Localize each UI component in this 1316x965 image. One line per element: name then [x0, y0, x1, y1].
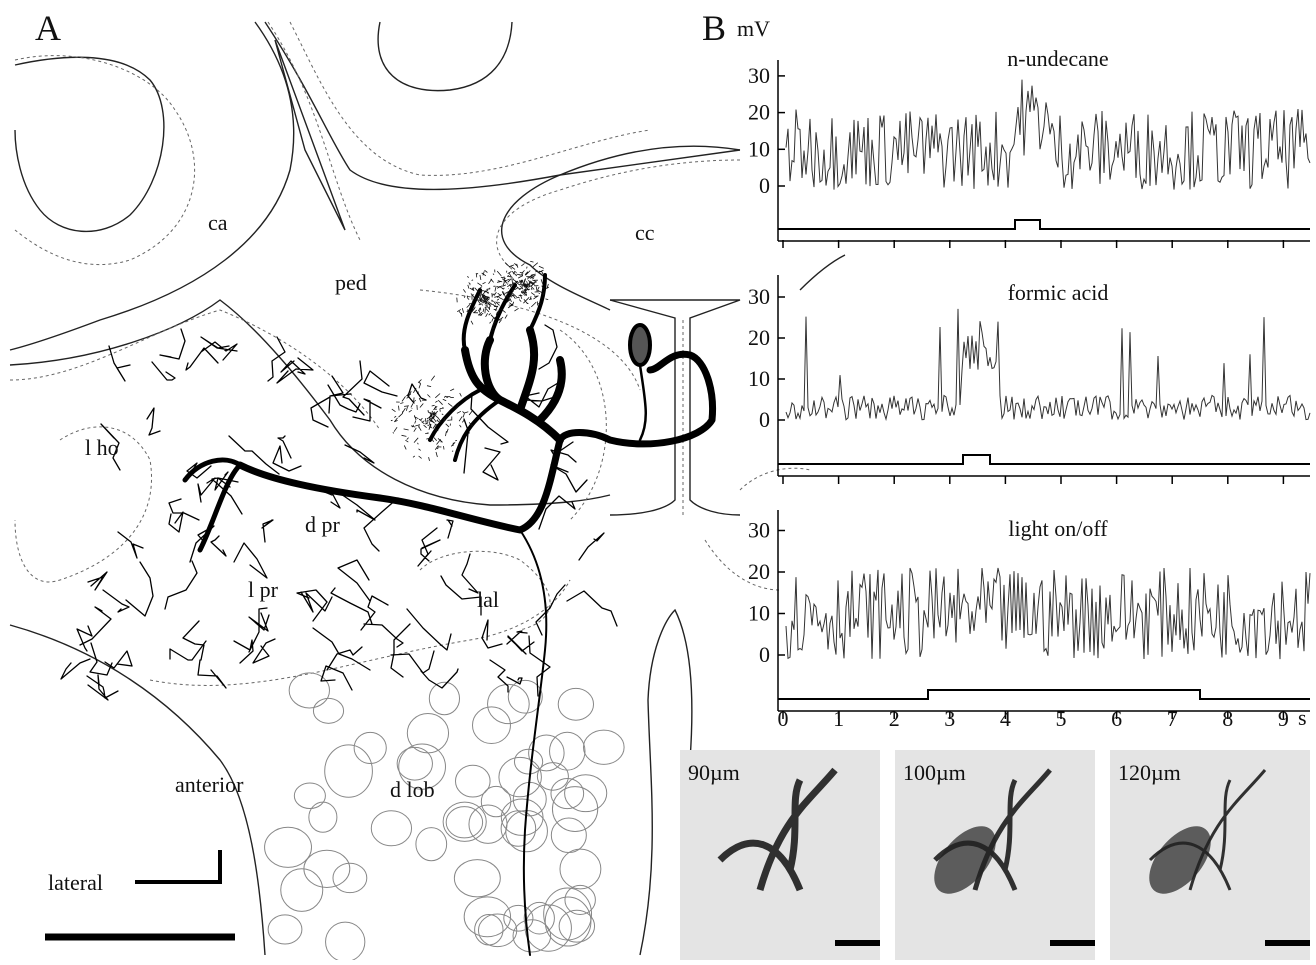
y-tick-label: 0	[759, 173, 770, 198]
y-tick-label: 20	[748, 325, 770, 350]
membrane-trace	[786, 568, 1310, 659]
axis-unit: s	[1298, 705, 1307, 730]
soma	[630, 325, 650, 365]
y-tick-label: 0	[759, 642, 770, 667]
page: {"panel_a":{"label":"A","regions":["ca",…	[0, 0, 1316, 960]
stimulus-label: n-undecane	[1007, 46, 1108, 71]
glomerulus	[265, 827, 312, 867]
glomerulus	[499, 757, 542, 796]
glomerulus	[371, 811, 411, 846]
section-depth: 120µm	[1118, 760, 1181, 785]
section-depth: 100µm	[903, 760, 966, 785]
x-tick-label: 8	[1222, 706, 1233, 731]
glomerulus	[472, 707, 510, 744]
glomerulus	[281, 869, 323, 912]
stimulus-label: formic acid	[1008, 280, 1109, 305]
glomerulus	[551, 818, 586, 853]
glomerulus	[454, 860, 500, 897]
y-tick-label: 30	[748, 63, 770, 88]
glomeruli	[265, 673, 625, 960]
glomerulus	[565, 775, 607, 812]
glomerulus	[545, 897, 591, 946]
glomerulus	[560, 849, 601, 889]
glomerulus	[326, 922, 365, 960]
region-label: lal	[477, 587, 499, 612]
x-tick-label: 7	[1167, 706, 1178, 731]
stimulus-label: light on/off	[1008, 516, 1108, 541]
glomerulus	[481, 786, 511, 816]
stimulus-trace	[778, 455, 1310, 464]
neuron	[61, 275, 713, 955]
region-label: ca	[208, 210, 228, 235]
glomerulus	[313, 698, 343, 723]
glomerulus	[550, 732, 585, 770]
x-tick-label: 4	[1000, 706, 1011, 731]
x-tick-label: 1	[833, 706, 844, 731]
membrane-trace	[786, 309, 1310, 420]
y-tick-label: 30	[748, 518, 770, 543]
panel-label: A	[35, 8, 61, 48]
glomerulus	[268, 915, 302, 944]
region-label: d lob	[390, 777, 435, 802]
stimulus-trace	[778, 690, 1310, 699]
glomerulus	[416, 828, 447, 861]
glomerulus	[397, 747, 432, 780]
orientation-arrow	[135, 850, 220, 882]
region-label: ped	[335, 270, 367, 295]
region-label: l pr	[248, 577, 279, 602]
orientation-label: lateral	[48, 870, 103, 895]
sections: 90µm 100µm 120µm	[680, 750, 1310, 960]
glomerulus	[304, 850, 350, 887]
region-label: cc	[635, 220, 655, 245]
x-tick-label: 0	[778, 706, 789, 731]
glomerulus	[309, 802, 337, 832]
y-tick-label: 20	[748, 559, 770, 584]
glomerulus	[325, 745, 373, 797]
glomerulus	[558, 688, 593, 720]
glomerulus	[551, 778, 584, 808]
glomerulus	[407, 713, 448, 752]
glomerulus	[429, 682, 459, 714]
y-tick-label: 10	[748, 366, 770, 391]
y-tick-label: 10	[748, 136, 770, 161]
membrane-trace	[786, 80, 1310, 190]
y-tick-label: 0	[759, 407, 770, 432]
glomerulus	[583, 730, 624, 764]
x-tick-label: 5	[1056, 706, 1067, 731]
x-tick-label: 3	[944, 706, 955, 731]
region-label: l ho	[85, 435, 119, 460]
glomerulus	[289, 673, 329, 708]
x-tick-label: 2	[889, 706, 900, 731]
y-tick-label: 10	[748, 601, 770, 626]
x-tick-label: 9	[1278, 706, 1289, 731]
figure: A ca ped cc l ho d pr l pr lal d lob ant…	[0, 0, 1316, 960]
panel-label: B	[702, 8, 726, 48]
x-tick-label: 6	[1111, 706, 1122, 731]
glomerulus	[294, 783, 325, 809]
glomerulus	[446, 807, 482, 838]
region-label: d pr	[305, 512, 341, 537]
glomerulus	[513, 920, 551, 952]
orientation-label: anterior	[175, 772, 244, 797]
axis-unit: mV	[737, 16, 770, 41]
y-tick-label: 30	[748, 284, 770, 309]
section-depth: 90µm	[688, 760, 740, 785]
stimulus-trace	[778, 220, 1310, 229]
y-tick-label: 20	[748, 100, 770, 125]
glomerulus	[504, 905, 533, 931]
glomerulus	[443, 802, 486, 841]
glomerulus	[501, 799, 543, 835]
